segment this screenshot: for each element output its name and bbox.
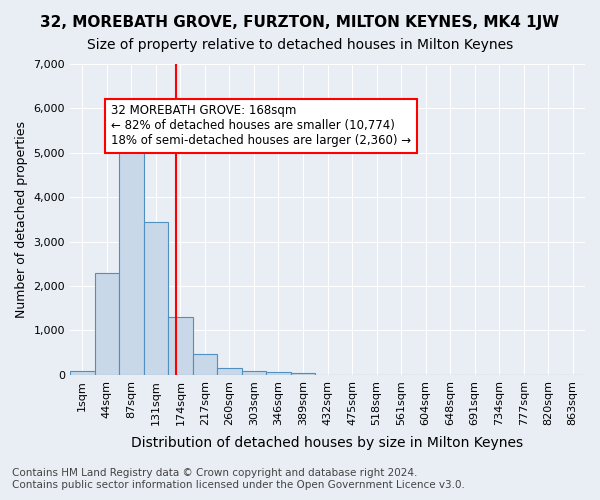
Bar — [70, 372, 95, 375]
Bar — [143, 222, 168, 375]
Bar — [291, 372, 315, 375]
Text: Contains HM Land Registry data © Crown copyright and database right 2024.
Contai: Contains HM Land Registry data © Crown c… — [12, 468, 465, 490]
X-axis label: Distribution of detached houses by size in Milton Keynes: Distribution of detached houses by size … — [131, 436, 524, 450]
Text: 32, MOREBATH GROVE, FURZTON, MILTON KEYNES, MK4 1JW: 32, MOREBATH GROVE, FURZTON, MILTON KEYN… — [40, 15, 560, 30]
Y-axis label: Number of detached properties: Number of detached properties — [15, 121, 28, 318]
Bar — [193, 354, 217, 375]
Text: 32 MOREBATH GROVE: 168sqm
← 82% of detached houses are smaller (10,774)
18% of s: 32 MOREBATH GROVE: 168sqm ← 82% of detac… — [111, 104, 412, 148]
Bar — [168, 316, 193, 375]
Bar — [217, 368, 242, 375]
Bar — [119, 132, 143, 375]
Bar — [266, 372, 291, 375]
Bar — [95, 272, 119, 375]
Bar — [242, 370, 266, 375]
Text: Size of property relative to detached houses in Milton Keynes: Size of property relative to detached ho… — [87, 38, 513, 52]
